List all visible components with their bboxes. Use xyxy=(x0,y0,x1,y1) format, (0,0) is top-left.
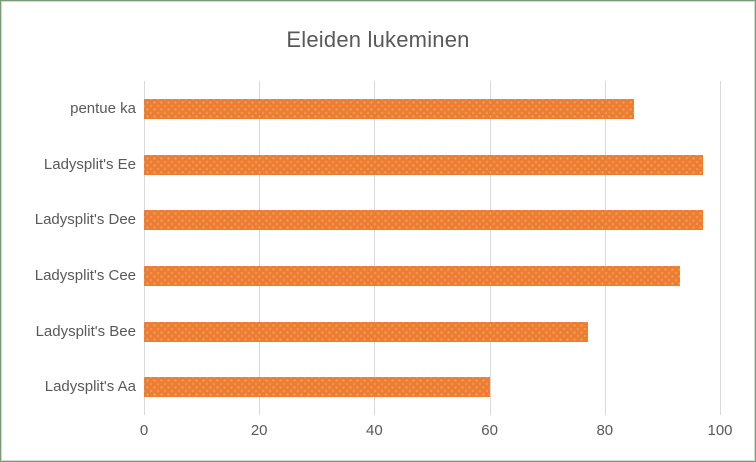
x-tick-label-20: 20 xyxy=(250,422,268,439)
x-tick-label-0: 0 xyxy=(139,422,149,439)
category-label-ladysplit-s-dee: Ladysplit's Dee xyxy=(34,211,136,228)
x-tick-label-60: 60 xyxy=(481,422,498,439)
y-axis-category-labels: pentue ka Ladysplit's Ee Ladysplit's Dee La… xyxy=(1,81,136,415)
bar-ladysplit-s-cee xyxy=(144,266,680,286)
category-label-ladysplit-s-ee: Ladysplit's Ee xyxy=(43,156,136,173)
category-label-ladysplit-s-bee: Ladysplit's Bee xyxy=(35,323,136,340)
category-label-ladysplit-s-aa: Ladysplit's Aa xyxy=(44,378,136,395)
gridline-x-100 xyxy=(720,81,721,415)
category-label-ladysplit-s-cee: Ladysplit's Cee xyxy=(34,267,136,284)
gridline-x-0 xyxy=(144,81,145,415)
bar-ladysplit-s-bee xyxy=(144,322,588,342)
bar-ladysplit-s-aa xyxy=(144,377,490,397)
x-tick-label-40: 40 xyxy=(366,422,383,439)
bar-ladysplit-s-dee xyxy=(144,210,703,230)
x-tick-label-80: 80 xyxy=(596,422,614,439)
gridline-x-80 xyxy=(605,81,606,415)
plot-area xyxy=(144,81,721,415)
bar-ladysplit-s-ee xyxy=(144,155,703,175)
bar-pentue-ka xyxy=(144,99,634,119)
gridline-x-40 xyxy=(374,81,375,415)
gridline-x-20 xyxy=(259,81,260,415)
gridline-x-60 xyxy=(490,81,491,415)
chart-title: Eleiden lukeminen xyxy=(286,27,470,52)
x-tick-label-100: 100 xyxy=(707,422,733,439)
category-label-pentue-ka: pentue ka xyxy=(70,100,136,117)
